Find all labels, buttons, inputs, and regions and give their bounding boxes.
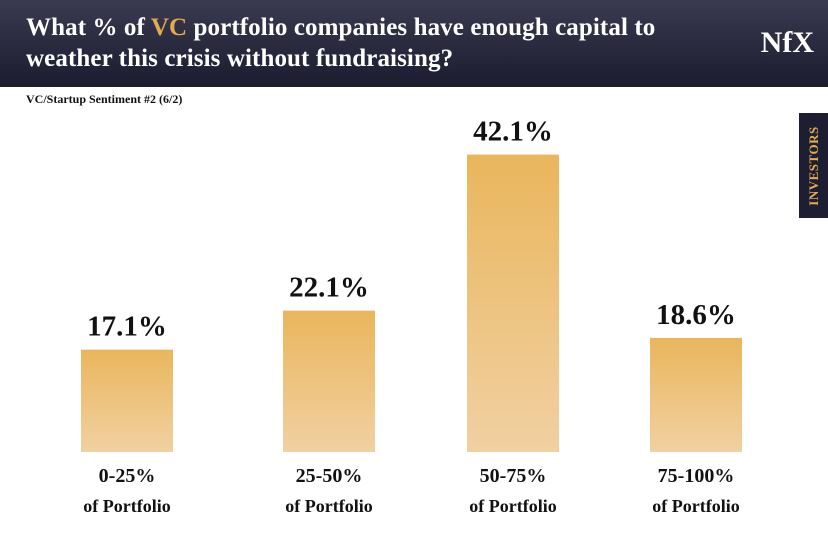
subtitle: VC/Startup Sentiment #2 (6/2) <box>26 92 183 106</box>
category-sublabel: of Portfolio <box>83 496 170 516</box>
category-label: 25-50% <box>296 465 363 487</box>
category-sublabel: of Portfolio <box>285 496 372 516</box>
bar <box>81 349 173 452</box>
data-label: 17.1% <box>87 311 167 343</box>
category-label: 50-75% <box>480 465 547 487</box>
header-banner: What % of VC portfolio companies have en… <box>0 0 828 87</box>
chart-title: What % of VC portfolio companies have en… <box>26 14 656 72</box>
data-label: 22.1% <box>289 272 369 304</box>
bar <box>283 310 375 452</box>
data-label: 42.1% <box>473 116 553 148</box>
title-highlight: VC <box>150 14 188 41</box>
category-label: 75-100% <box>658 465 735 487</box>
bar <box>650 337 742 452</box>
nfx-logo: NfX <box>760 26 814 59</box>
data-label: 18.6% <box>656 299 736 331</box>
bar <box>467 154 559 452</box>
category-label: 0-25% <box>99 465 156 487</box>
category-sublabel: of Portfolio <box>652 496 739 516</box>
category-sublabel: of Portfolio <box>469 496 556 516</box>
investors-tab: INVESTORS <box>799 113 828 218</box>
